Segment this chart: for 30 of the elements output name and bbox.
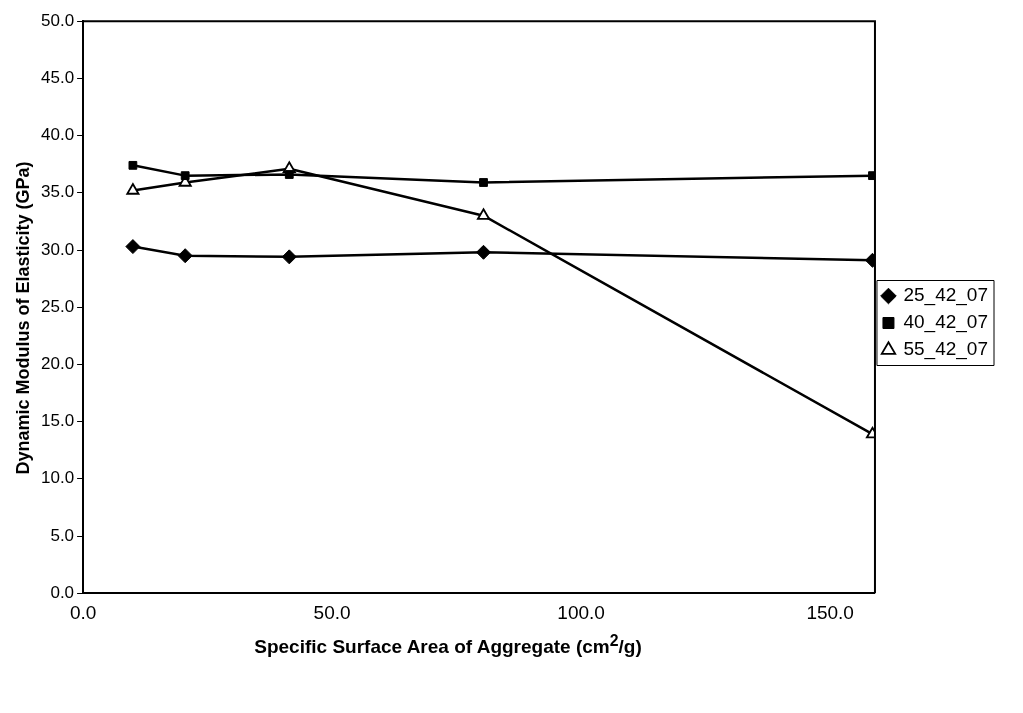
- x-tick-label: 50.0: [313, 601, 351, 623]
- legend-label: 25_42_07: [903, 284, 989, 307]
- point: [479, 178, 488, 187]
- y-tick-label: 40.0: [40, 125, 75, 145]
- x-tick-label: 0.0: [69, 601, 97, 623]
- x-tick-label: 100.0: [557, 601, 605, 623]
- point: [284, 170, 294, 179]
- y-tick-label: 45.0: [40, 68, 75, 88]
- point: [126, 183, 140, 195]
- y-tick-label: 5.0: [50, 525, 75, 545]
- point: [180, 171, 190, 181]
- point: [177, 248, 193, 264]
- y-tick-label: 35.0: [40, 182, 75, 202]
- y-tick-label: 30.0: [40, 239, 75, 259]
- y-axis-title: Dynamic Modulus of Elasticity (GPa): [12, 161, 34, 475]
- y-tick-label: 10.0: [40, 468, 75, 488]
- point: [476, 208, 491, 220]
- y-tick-label: 15.0: [40, 411, 75, 431]
- point: [281, 249, 297, 265]
- point: [476, 244, 492, 260]
- point: [125, 239, 141, 255]
- legend-label: 40_42_07: [903, 311, 989, 334]
- y-tick-label: 25.0: [40, 296, 75, 316]
- x-axis-title: Specific Surface Area of Aggregate (cm$^{2}$/g): [253, 632, 643, 659]
- legend-label: 55_42_07: [903, 338, 989, 361]
- x-tick-label: 150.0: [806, 601, 854, 623]
- point: [128, 160, 138, 170]
- y-tick-label: 0.0: [50, 582, 75, 602]
- y-tick-label: 20.0: [40, 354, 75, 374]
- y-tick-label: 50.0: [40, 10, 75, 30]
